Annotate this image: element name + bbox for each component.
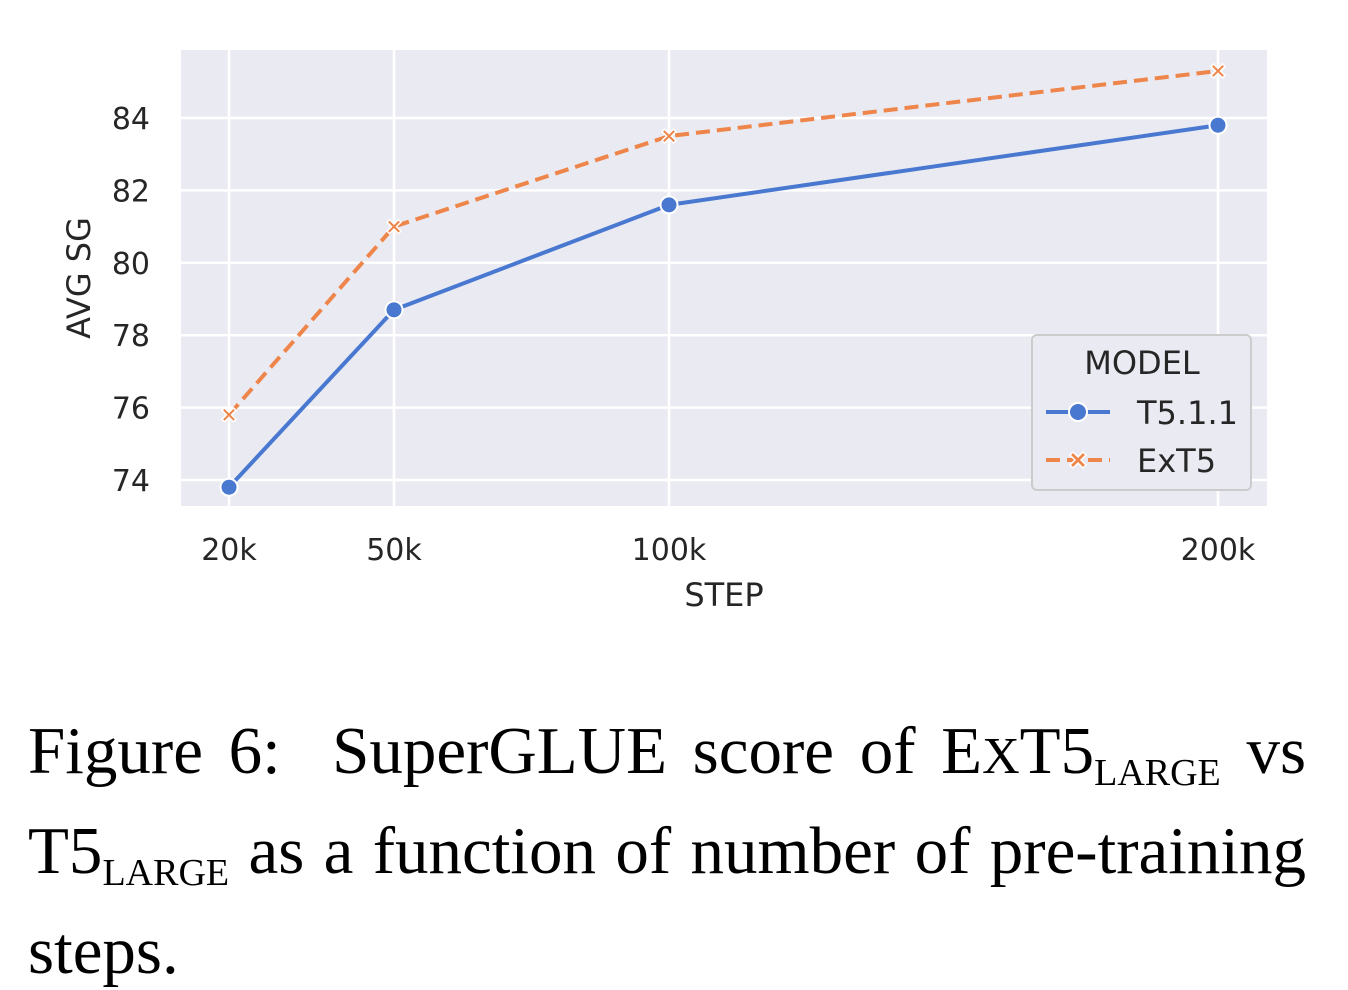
- x-tick-labels: 20k 50k 100k 200k: [201, 533, 1256, 568]
- data-point-t5: [384, 300, 404, 320]
- x-tick-label: 20k: [201, 533, 257, 568]
- legend-label-ext5: ExT5: [1137, 442, 1216, 480]
- legend: MODEL T5.1.1 ExT5: [1031, 334, 1252, 491]
- legend-title: MODEL: [1084, 344, 1200, 382]
- x-tick-label: 50k: [366, 533, 422, 568]
- figure-caption: Figure 6: SuperGLUE score of EXT5LARGE v…: [28, 712, 1306, 990]
- data-point-ext5: [1209, 62, 1227, 80]
- caption-text-4: as a function of number of pre-training …: [28, 814, 1307, 988]
- legend-box: [1031, 334, 1252, 491]
- caption-prefix: Figure 6:: [28, 714, 281, 788]
- caption-text-1: SuperGLUE score of E: [332, 714, 983, 788]
- data-point-t5: [1208, 115, 1228, 135]
- caption-subscript-2: LARGE: [102, 852, 230, 894]
- y-axis-label: AVG SG: [60, 217, 98, 339]
- x-tick-label: 100k: [632, 533, 707, 568]
- data-point-ext5: [660, 128, 678, 145]
- data-point-t5: [219, 477, 239, 497]
- data-series: [219, 62, 1228, 497]
- y-tick-label: 78: [112, 319, 150, 354]
- y-tick-label: 84: [112, 102, 150, 137]
- y-tick-labels: 74 76 78 80 82 84: [112, 102, 150, 499]
- x-axis-label: STEP: [684, 576, 763, 614]
- caption-text-2: T5: [1019, 714, 1095, 788]
- series-line-t5-1-1: [227, 123, 1219, 489]
- caption-subscript-1: LARGE: [1094, 752, 1221, 794]
- legend-marker-ext5: [1068, 450, 1088, 470]
- x-tick-label: 200k: [1181, 533, 1256, 568]
- legend-label-t5: T5.1.1: [1136, 394, 1238, 432]
- caption-text-3: vs T5: [28, 714, 1307, 888]
- y-tick-label: 80: [112, 247, 150, 282]
- legend-marker-t5: [1068, 402, 1088, 422]
- y-tick-label: 76: [112, 392, 150, 427]
- caption-ext-small: X: [982, 728, 1020, 785]
- data-point-t5: [659, 195, 679, 215]
- y-tick-label: 74: [112, 464, 150, 499]
- data-point-ext5: [220, 406, 238, 423]
- y-tick-label: 82: [112, 174, 150, 209]
- data-point-ext5: [385, 218, 403, 235]
